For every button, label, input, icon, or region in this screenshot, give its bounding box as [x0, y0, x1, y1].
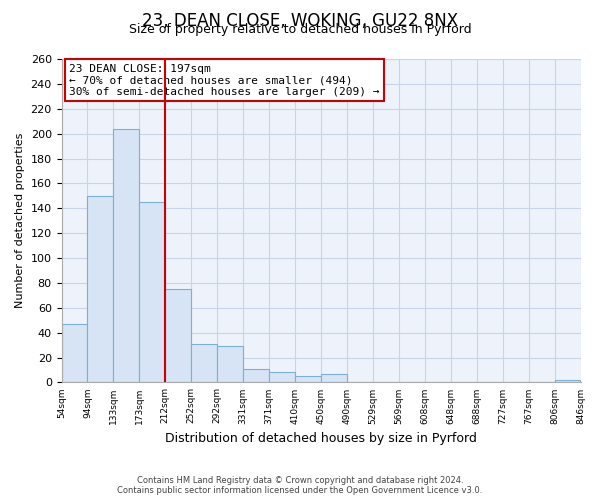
Text: Size of property relative to detached houses in Pyrford: Size of property relative to detached ho… — [128, 22, 472, 36]
Bar — [554, 380, 580, 382]
Bar — [166, 289, 191, 382]
Bar — [321, 374, 347, 382]
Bar — [243, 368, 269, 382]
Bar — [62, 324, 88, 382]
Y-axis label: Number of detached properties: Number of detached properties — [15, 133, 25, 308]
Bar — [217, 346, 243, 382]
Bar — [88, 196, 113, 382]
Bar — [139, 202, 166, 382]
Bar — [191, 344, 217, 383]
Bar — [295, 376, 321, 382]
Text: Contains HM Land Registry data © Crown copyright and database right 2024.
Contai: Contains HM Land Registry data © Crown c… — [118, 476, 482, 495]
Text: 23, DEAN CLOSE, WOKING, GU22 8NX: 23, DEAN CLOSE, WOKING, GU22 8NX — [142, 12, 458, 30]
X-axis label: Distribution of detached houses by size in Pyrford: Distribution of detached houses by size … — [165, 432, 477, 445]
Text: 23 DEAN CLOSE: 197sqm
← 70% of detached houses are smaller (494)
30% of semi-det: 23 DEAN CLOSE: 197sqm ← 70% of detached … — [70, 64, 380, 97]
Bar — [269, 372, 295, 382]
Bar — [113, 128, 139, 382]
